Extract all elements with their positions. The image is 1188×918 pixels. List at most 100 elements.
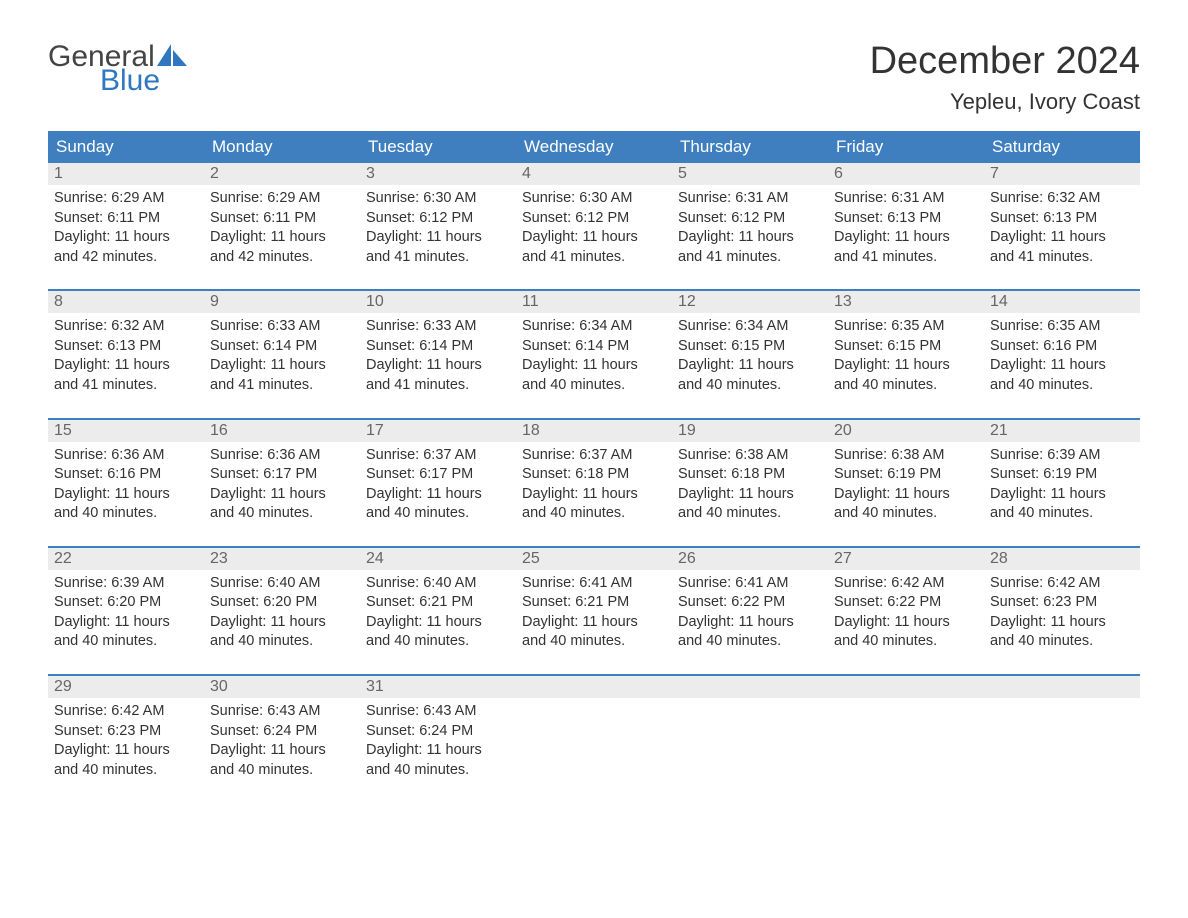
sunrise-line: Sunrise: 6:29 AM bbox=[210, 189, 354, 209]
day-body: Sunrise: 6:29 AMSunset: 6:11 PMDaylight:… bbox=[48, 185, 204, 275]
day-number: 1 bbox=[48, 163, 204, 185]
sunrise-line: Sunrise: 6:40 AM bbox=[366, 574, 510, 594]
daylight-line-1: Daylight: 11 hours bbox=[366, 485, 510, 505]
sunrise-line: Sunrise: 6:34 AM bbox=[678, 317, 822, 337]
daylight-line-1: Daylight: 11 hours bbox=[834, 613, 978, 633]
sunrise-line: Sunrise: 6:35 AM bbox=[990, 317, 1134, 337]
calendar-day: 25Sunrise: 6:41 AMSunset: 6:21 PMDayligh… bbox=[516, 548, 672, 660]
day-number: 31 bbox=[360, 676, 516, 698]
day-number bbox=[984, 676, 1140, 698]
day-body: Sunrise: 6:39 AMSunset: 6:19 PMDaylight:… bbox=[984, 442, 1140, 532]
daylight-line-2: and 40 minutes. bbox=[990, 504, 1134, 524]
day-body: Sunrise: 6:41 AMSunset: 6:22 PMDaylight:… bbox=[672, 570, 828, 660]
calendar-day: 29Sunrise: 6:42 AMSunset: 6:23 PMDayligh… bbox=[48, 676, 204, 788]
sunset-line: Sunset: 6:14 PM bbox=[522, 337, 666, 357]
day-number: 14 bbox=[984, 291, 1140, 313]
day-number: 6 bbox=[828, 163, 984, 185]
sunrise-line: Sunrise: 6:39 AM bbox=[54, 574, 198, 594]
sunset-line: Sunset: 6:23 PM bbox=[990, 593, 1134, 613]
daylight-line-1: Daylight: 11 hours bbox=[366, 228, 510, 248]
sunrise-line: Sunrise: 6:34 AM bbox=[522, 317, 666, 337]
sunset-line: Sunset: 6:14 PM bbox=[210, 337, 354, 357]
daylight-line-1: Daylight: 11 hours bbox=[366, 741, 510, 761]
calendar-week: 29Sunrise: 6:42 AMSunset: 6:23 PMDayligh… bbox=[48, 674, 1140, 788]
day-body: Sunrise: 6:35 AMSunset: 6:15 PMDaylight:… bbox=[828, 313, 984, 403]
daylight-line-2: and 40 minutes. bbox=[522, 376, 666, 396]
weeks-container: 1Sunrise: 6:29 AMSunset: 6:11 PMDaylight… bbox=[48, 163, 1140, 788]
calendar-day bbox=[516, 676, 672, 788]
calendar-day: 28Sunrise: 6:42 AMSunset: 6:23 PMDayligh… bbox=[984, 548, 1140, 660]
calendar-day: 1Sunrise: 6:29 AMSunset: 6:11 PMDaylight… bbox=[48, 163, 204, 275]
calendar-week: 15Sunrise: 6:36 AMSunset: 6:16 PMDayligh… bbox=[48, 418, 1140, 532]
sunset-line: Sunset: 6:12 PM bbox=[366, 209, 510, 229]
daylight-line-2: and 40 minutes. bbox=[834, 632, 978, 652]
daylight-line-2: and 41 minutes. bbox=[522, 248, 666, 268]
day-body: Sunrise: 6:43 AMSunset: 6:24 PMDaylight:… bbox=[360, 698, 516, 788]
day-number: 12 bbox=[672, 291, 828, 313]
daylight-line-2: and 41 minutes. bbox=[678, 248, 822, 268]
sunset-line: Sunset: 6:15 PM bbox=[834, 337, 978, 357]
calendar-day: 2Sunrise: 6:29 AMSunset: 6:11 PMDaylight… bbox=[204, 163, 360, 275]
day-number: 7 bbox=[984, 163, 1140, 185]
day-body: Sunrise: 6:37 AMSunset: 6:17 PMDaylight:… bbox=[360, 442, 516, 532]
daylight-line-2: and 42 minutes. bbox=[210, 248, 354, 268]
logo: General Blue bbox=[48, 40, 187, 98]
daylight-line-1: Daylight: 11 hours bbox=[834, 228, 978, 248]
day-body: Sunrise: 6:29 AMSunset: 6:11 PMDaylight:… bbox=[204, 185, 360, 275]
calendar-day: 31Sunrise: 6:43 AMSunset: 6:24 PMDayligh… bbox=[360, 676, 516, 788]
sunrise-line: Sunrise: 6:36 AM bbox=[210, 446, 354, 466]
daylight-line-2: and 40 minutes. bbox=[990, 632, 1134, 652]
sunset-line: Sunset: 6:22 PM bbox=[834, 593, 978, 613]
daylight-line-1: Daylight: 11 hours bbox=[522, 228, 666, 248]
daylight-line-1: Daylight: 11 hours bbox=[54, 613, 198, 633]
daylight-line-1: Daylight: 11 hours bbox=[990, 613, 1134, 633]
day-body: Sunrise: 6:42 AMSunset: 6:23 PMDaylight:… bbox=[48, 698, 204, 788]
daylight-line-1: Daylight: 11 hours bbox=[678, 356, 822, 376]
day-body: Sunrise: 6:42 AMSunset: 6:23 PMDaylight:… bbox=[984, 570, 1140, 660]
daylight-line-2: and 40 minutes. bbox=[678, 376, 822, 396]
daylight-line-1: Daylight: 11 hours bbox=[834, 356, 978, 376]
sunrise-line: Sunrise: 6:41 AM bbox=[522, 574, 666, 594]
day-body: Sunrise: 6:31 AMSunset: 6:12 PMDaylight:… bbox=[672, 185, 828, 275]
day-body: Sunrise: 6:36 AMSunset: 6:17 PMDaylight:… bbox=[204, 442, 360, 532]
day-number: 30 bbox=[204, 676, 360, 698]
day-body: Sunrise: 6:30 AMSunset: 6:12 PMDaylight:… bbox=[516, 185, 672, 275]
daylight-line-1: Daylight: 11 hours bbox=[678, 485, 822, 505]
day-body: Sunrise: 6:41 AMSunset: 6:21 PMDaylight:… bbox=[516, 570, 672, 660]
sunrise-line: Sunrise: 6:43 AM bbox=[366, 702, 510, 722]
daylight-line-1: Daylight: 11 hours bbox=[210, 228, 354, 248]
daylight-line-2: and 40 minutes. bbox=[210, 761, 354, 781]
day-number: 9 bbox=[204, 291, 360, 313]
sunrise-line: Sunrise: 6:32 AM bbox=[54, 317, 198, 337]
sunset-line: Sunset: 6:11 PM bbox=[210, 209, 354, 229]
calendar-day: 20Sunrise: 6:38 AMSunset: 6:19 PMDayligh… bbox=[828, 420, 984, 532]
sunset-line: Sunset: 6:12 PM bbox=[678, 209, 822, 229]
day-of-week-header: SundayMondayTuesdayWednesdayThursdayFrid… bbox=[48, 131, 1140, 163]
sunrise-line: Sunrise: 6:42 AM bbox=[54, 702, 198, 722]
sunset-line: Sunset: 6:17 PM bbox=[210, 465, 354, 485]
sunset-line: Sunset: 6:19 PM bbox=[834, 465, 978, 485]
logo-text-blue: Blue bbox=[100, 64, 160, 98]
sunset-line: Sunset: 6:19 PM bbox=[990, 465, 1134, 485]
day-body: Sunrise: 6:30 AMSunset: 6:12 PMDaylight:… bbox=[360, 185, 516, 275]
calendar-day: 30Sunrise: 6:43 AMSunset: 6:24 PMDayligh… bbox=[204, 676, 360, 788]
calendar-day: 8Sunrise: 6:32 AMSunset: 6:13 PMDaylight… bbox=[48, 291, 204, 403]
day-number: 13 bbox=[828, 291, 984, 313]
sunset-line: Sunset: 6:21 PM bbox=[522, 593, 666, 613]
calendar-day: 22Sunrise: 6:39 AMSunset: 6:20 PMDayligh… bbox=[48, 548, 204, 660]
daylight-line-2: and 40 minutes. bbox=[54, 632, 198, 652]
day-number: 20 bbox=[828, 420, 984, 442]
daylight-line-1: Daylight: 11 hours bbox=[522, 485, 666, 505]
sunrise-line: Sunrise: 6:42 AM bbox=[990, 574, 1134, 594]
location: Yepleu, Ivory Coast bbox=[870, 89, 1140, 115]
daylight-line-1: Daylight: 11 hours bbox=[990, 485, 1134, 505]
sunset-line: Sunset: 6:23 PM bbox=[54, 722, 198, 742]
sunset-line: Sunset: 6:13 PM bbox=[54, 337, 198, 357]
calendar-day bbox=[828, 676, 984, 788]
daylight-line-1: Daylight: 11 hours bbox=[834, 485, 978, 505]
day-of-week-cell: Wednesday bbox=[516, 131, 672, 163]
daylight-line-2: and 40 minutes. bbox=[54, 761, 198, 781]
day-number: 2 bbox=[204, 163, 360, 185]
calendar-day bbox=[984, 676, 1140, 788]
sunset-line: Sunset: 6:20 PM bbox=[210, 593, 354, 613]
